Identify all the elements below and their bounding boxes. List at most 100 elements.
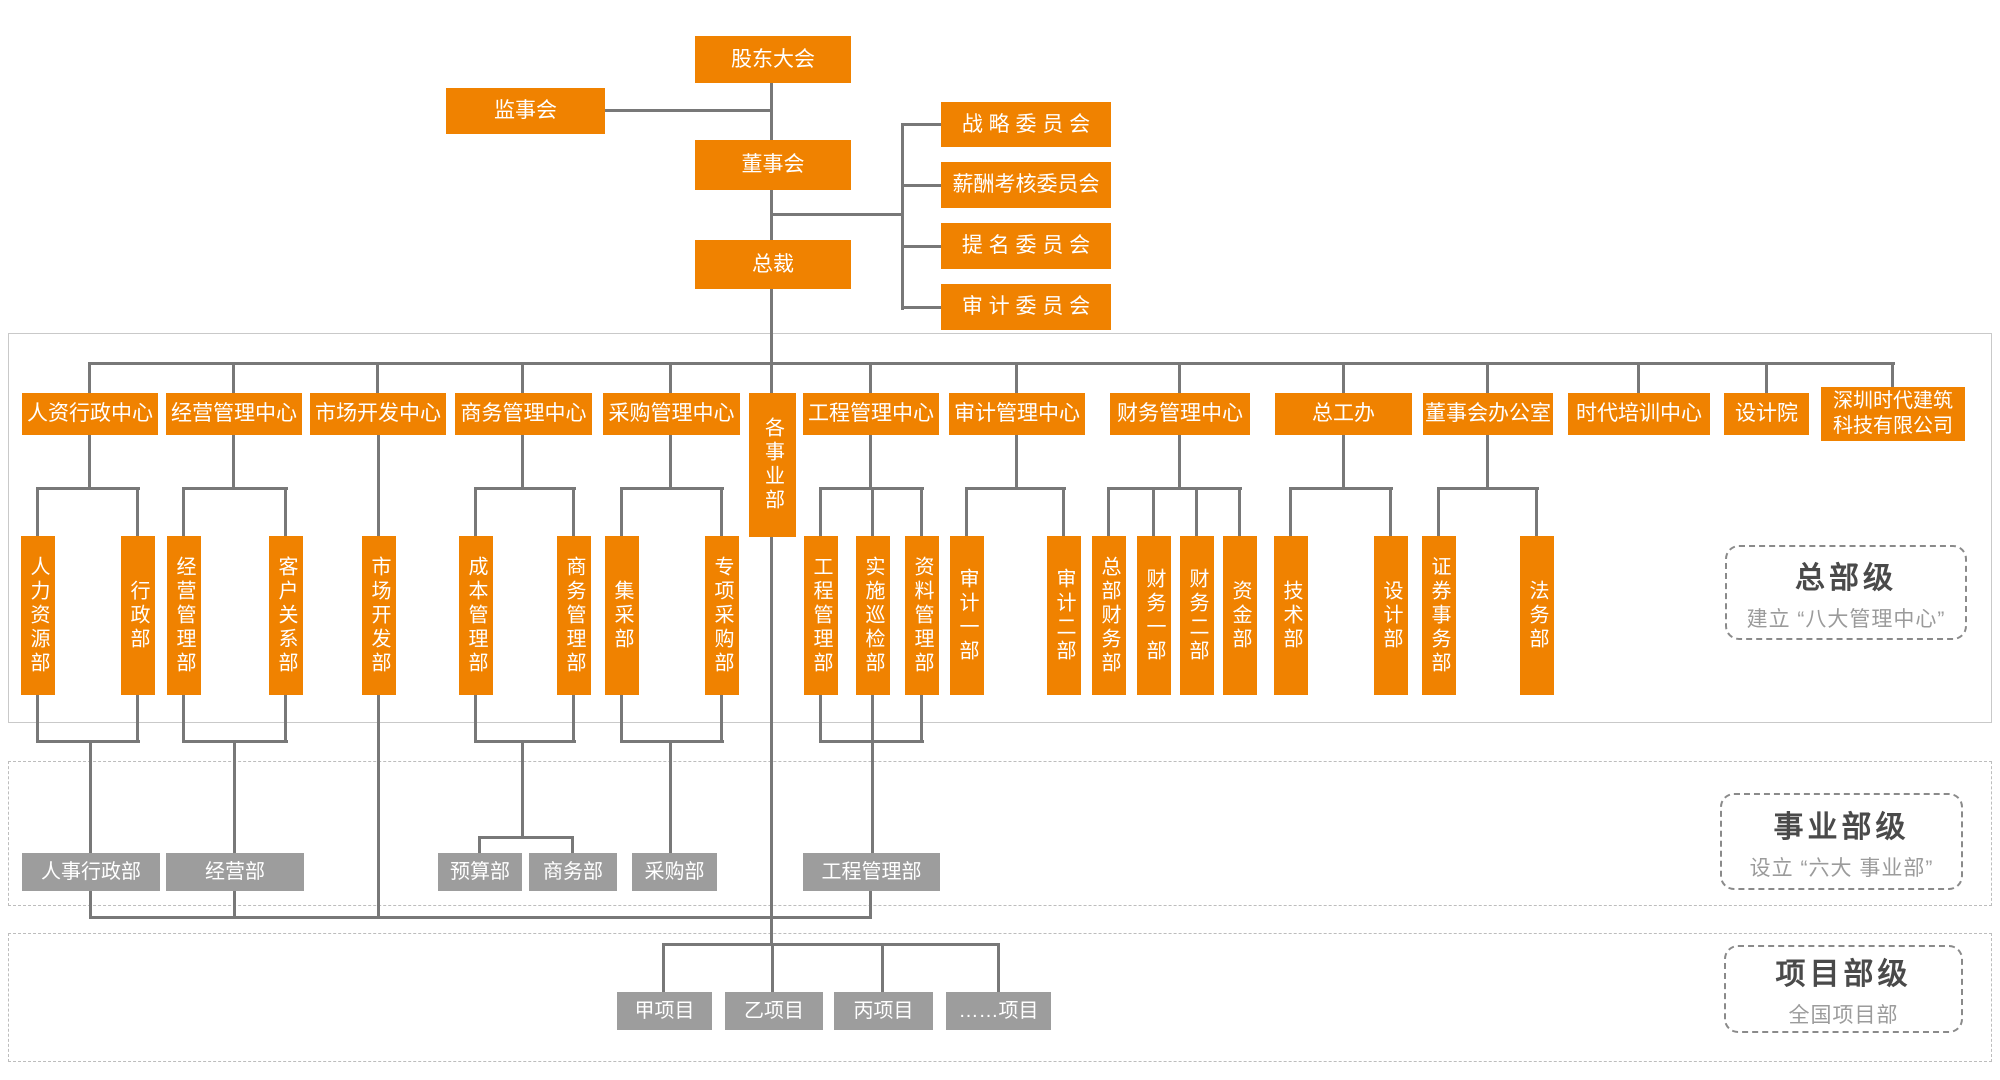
connector-line (136, 695, 139, 740)
connector-line (233, 740, 236, 853)
connector-line (662, 943, 1000, 946)
connector-line (771, 943, 774, 992)
node-chief-engineer-office: 总工办 (1275, 393, 1412, 435)
connector-line (869, 891, 872, 916)
node-market-dev-dept: 市场开发部 (362, 536, 396, 695)
node-finance-dept-2: 财务二部 (1180, 536, 1214, 695)
connector-line (1486, 435, 1489, 487)
node-engineering-mgmt-dept-division: 工程管理部 (803, 853, 940, 891)
node-operations-dept-division: 经营部 (166, 853, 304, 891)
level-label-project-title: 项目部级 (1775, 958, 1912, 991)
connector-line (1437, 487, 1539, 490)
connector-line (1437, 487, 1440, 536)
connector-line (871, 695, 874, 740)
node-implementation-inspection-dept: 实施巡检部 (856, 536, 890, 695)
connector-line (478, 836, 481, 853)
connector-line (377, 695, 380, 916)
connector-line (474, 487, 477, 536)
node-shareholders-meeting: 股东大会 (695, 36, 851, 83)
connector-line (1289, 487, 1292, 536)
connector-line (232, 435, 235, 487)
node-board-office: 董事会办公室 (1423, 393, 1553, 435)
node-strategy-committee: 战 略 委 员 会 (941, 102, 1111, 147)
connector-line (669, 362, 672, 393)
connector-line (720, 487, 723, 536)
node-market-dev-center: 市场开发中心 (310, 393, 446, 435)
node-nomination-committee: 提 名 委 员 会 (941, 223, 1111, 269)
connector-line (521, 740, 524, 836)
node-finance-mgmt-center: 财务管理中心 (1110, 393, 1250, 435)
node-audit-committee: 审 计 委 员 会 (941, 284, 1111, 330)
node-treasury-dept: 资金部 (1223, 536, 1257, 695)
connector-line (1195, 487, 1198, 536)
node-shenzhen-times-construction-tech-line: 科技有限公司 (1833, 415, 1953, 437)
connector-line (920, 695, 923, 740)
node-hr-admin-dept-division: 人事行政部 (22, 853, 160, 891)
connector-line (920, 487, 923, 536)
connector-line (474, 695, 477, 740)
node-commerce-mgmt-dept: 商务管理部 (557, 536, 591, 695)
node-documentation-mgmt-dept: 资料管理部 (905, 536, 939, 695)
level-label-project-subtitle: 全国项目部 (1788, 1004, 1899, 1027)
connector-line (901, 124, 904, 310)
connector-line (771, 213, 903, 216)
node-compensation-assessment-committee: 薪酬考核委员会 (941, 162, 1111, 208)
level-label-hq-subtitle: 建立 “八大管理中心” (1746, 607, 1946, 631)
connector-line (1342, 435, 1345, 487)
connector-line (284, 487, 287, 536)
node-cost-mgmt-dept: 成本管理部 (459, 536, 493, 695)
level-label-hq-title: 总部级 (1795, 561, 1897, 595)
node-legal-affairs-dept: 法务部 (1520, 536, 1554, 695)
connector-line (36, 487, 39, 536)
connector-line (474, 740, 576, 743)
connector-line (1765, 362, 1768, 393)
band-hq-level (8, 333, 1992, 723)
connector-line (572, 695, 575, 740)
node-administration-dept: 行政部 (121, 536, 155, 695)
connector-line (1062, 487, 1065, 536)
node-times-training-center: 时代培训中心 (1568, 393, 1710, 435)
connector-line (377, 435, 380, 536)
connector-line (36, 695, 39, 740)
node-project-b: 乙项目 (725, 992, 823, 1030)
connector-line (232, 362, 235, 393)
connector-line (620, 695, 623, 740)
node-engineering-mgmt-dept-hq: 工程管理部 (804, 536, 838, 695)
connector-line (770, 537, 773, 943)
band-project-level (8, 933, 1992, 1062)
node-securities-affairs-dept: 证券事务部 (1422, 536, 1456, 695)
connector-line (182, 695, 185, 740)
connector-line (1107, 487, 1110, 536)
connector-line (36, 740, 140, 743)
connector-line (233, 891, 236, 916)
connector-line (1107, 487, 1242, 490)
connector-line (89, 740, 92, 853)
connector-line (669, 740, 672, 853)
connector-line (1637, 362, 1640, 393)
connector-line (1891, 362, 1894, 387)
connector-line (997, 943, 1000, 992)
node-business-divisions: 各事业部 (749, 393, 796, 537)
connector-line (901, 245, 941, 248)
connector-line (136, 487, 139, 536)
connector-line (901, 184, 941, 187)
connector-line (869, 435, 872, 487)
node-project-a: 甲项目 (617, 992, 712, 1030)
node-supervisory-board: 监事会 (446, 88, 605, 134)
connector-line (1178, 435, 1181, 487)
connector-line (88, 362, 91, 393)
connector-line (770, 289, 773, 393)
connector-line (1015, 362, 1018, 393)
level-label-division-title: 事业部级 (1773, 810, 1910, 844)
node-finance-dept-1: 财务一部 (1137, 536, 1171, 695)
node-procurement-mgmt-center: 采购管理中心 (603, 393, 740, 435)
node-design-dept: 设计部 (1374, 536, 1408, 695)
connector-line (571, 836, 574, 853)
connector-line (662, 943, 665, 992)
connector-line (869, 362, 872, 393)
connector-line (284, 695, 287, 740)
connector-line (521, 435, 524, 487)
connector-line (669, 435, 672, 487)
node-budget-dept-division: 预算部 (438, 853, 522, 891)
